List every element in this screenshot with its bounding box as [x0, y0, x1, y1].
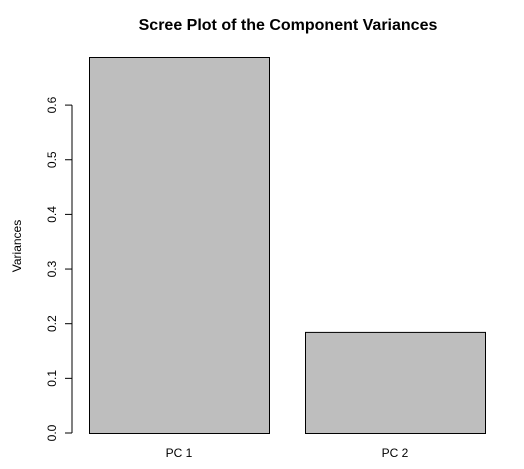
chart-title: Scree Plot of the Component Variances	[139, 17, 438, 34]
y-axis-label: Variances	[10, 220, 24, 272]
y-axis: 0.0 0.1 0.2 0.3 0.4 0.5 0.6	[45, 96, 73, 441]
x-tick-labels: PC 1 PC 2	[166, 446, 409, 460]
x-tick-label: PC 2	[382, 446, 409, 460]
y-tick-label: 0.3	[45, 260, 59, 277]
bar-pc2	[305, 331, 486, 435]
bars-group	[89, 57, 486, 435]
y-tick-label: 0.2	[45, 315, 59, 332]
y-tick-label: 0.0	[45, 424, 59, 441]
x-tick-label: PC 1	[166, 446, 193, 460]
y-tick-label: 0.4	[45, 206, 59, 223]
bar-pc1	[89, 57, 270, 434]
y-tick-label: 0.5	[45, 151, 59, 168]
y-tick-label: 0.1	[45, 370, 59, 387]
y-tick-label: 0.6	[45, 96, 59, 113]
